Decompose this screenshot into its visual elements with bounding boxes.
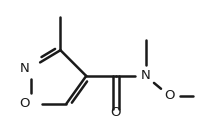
Text: N: N — [20, 61, 30, 74]
Text: O: O — [164, 89, 175, 102]
Text: O: O — [111, 106, 121, 119]
Text: O: O — [19, 97, 30, 110]
Text: N: N — [141, 69, 150, 82]
